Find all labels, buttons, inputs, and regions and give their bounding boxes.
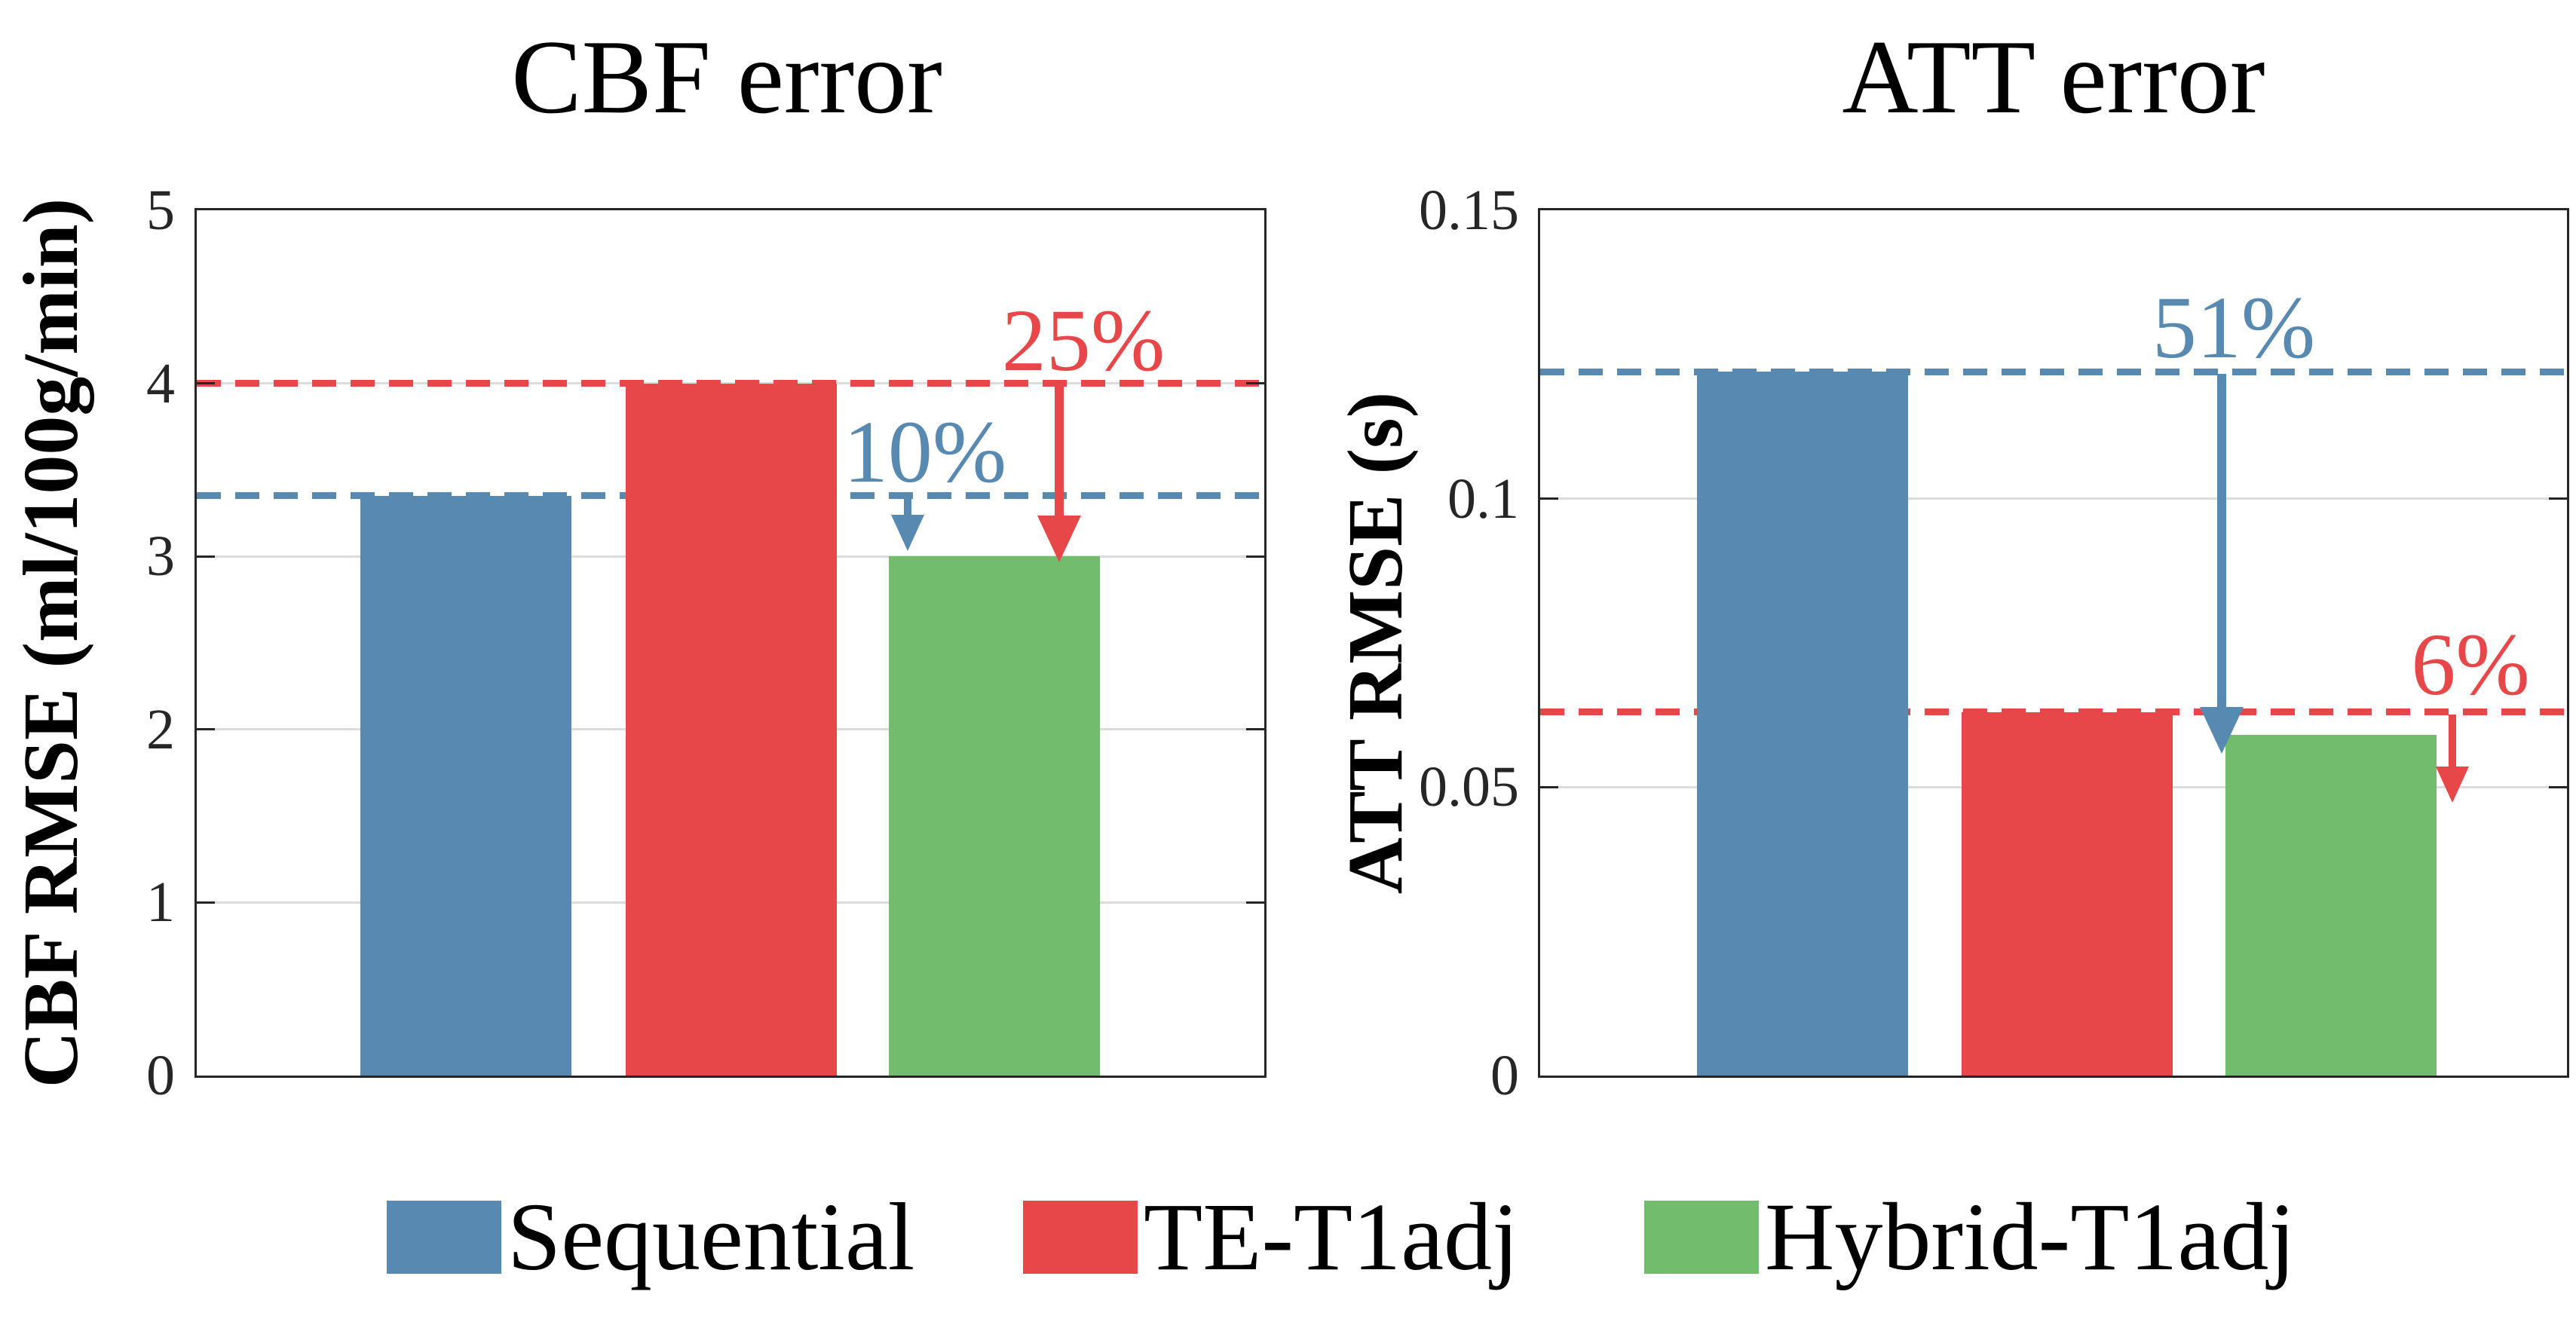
- percent-annotation-51%: 51%: [2152, 278, 2316, 377]
- left-tick-mark-0.1: [1540, 497, 1558, 500]
- y-tick-label-1: 1: [146, 871, 175, 935]
- right-tick-mark-4: [1246, 382, 1264, 385]
- legend-swatch-te-t1adj: [1023, 1200, 1138, 1274]
- legend-swatch-sequential: [387, 1200, 501, 1274]
- percent-annotation-25%: 25%: [1001, 291, 1165, 390]
- legend-item-hybrid-t1adj: Hybrid-T1adj: [1644, 1188, 2296, 1286]
- bar-te-t1adj: [1962, 712, 2173, 1076]
- reduction-arrow-head-blue: [2200, 707, 2244, 754]
- bar-hybrid-t1adj: [2225, 735, 2437, 1076]
- gridline-y-0.1: [1540, 497, 2567, 500]
- y-tick-label-3: 3: [146, 525, 175, 589]
- y-tick-label-0.05: 0.05: [1419, 755, 1519, 819]
- reference-line-blue: [1540, 368, 2567, 375]
- legend-label-te-t1adj: TE-T1adj: [1144, 1183, 1519, 1290]
- right-plot-area: [1538, 208, 2569, 1078]
- left-plot-area: [195, 208, 1267, 1078]
- bar-te-t1adj: [626, 383, 837, 1076]
- y-tick-label-0: 0: [1490, 1044, 1519, 1107]
- y-tick-label-5: 5: [146, 179, 175, 242]
- reduction-arrow-shaft-blue: [904, 497, 911, 515]
- legend-label-sequential: Sequential: [507, 1183, 915, 1290]
- percent-annotation-6%: 6%: [2411, 615, 2530, 714]
- y-tick-label-2: 2: [146, 697, 175, 761]
- left-tick-mark-1: [197, 901, 215, 904]
- reduction-arrow-head-red: [2436, 767, 2469, 803]
- bar-hybrid-t1adj: [889, 556, 1100, 1076]
- left-tick-mark-4: [197, 382, 215, 385]
- right-tick-mark-2: [1246, 728, 1264, 731]
- reduction-arrow-shaft-red: [2449, 714, 2456, 767]
- y-tick-label-4: 4: [146, 351, 175, 415]
- right-tick-mark-1: [1246, 901, 1264, 904]
- legend-item-te-t1adj: TE-T1adj: [1023, 1188, 1519, 1286]
- legend-swatch-hybrid-t1adj: [1644, 1200, 1759, 1274]
- legend-item-sequential: Sequential: [387, 1188, 914, 1286]
- reduction-arrow-shaft-red: [1055, 385, 1064, 516]
- percent-annotation-10%: 10%: [843, 402, 1007, 501]
- left-y-axis-label: CBF RMSE (ml/100g/min): [8, 197, 94, 1088]
- y-tick-label-0: 0: [146, 1044, 175, 1107]
- right-tick-mark-0.1: [2549, 497, 2567, 500]
- right-chart-title: ATT error: [1842, 19, 2265, 136]
- reduction-arrow-shaft-blue: [2217, 374, 2226, 707]
- left-tick-mark-3: [197, 555, 215, 558]
- left-tick-mark-0.05: [1540, 785, 1558, 788]
- left-tick-mark-2: [197, 728, 215, 731]
- y-tick-label-0.1: 0.1: [1447, 467, 1519, 531]
- left-chart-title: CBF error: [511, 19, 942, 136]
- bar-sequential: [1697, 372, 1908, 1076]
- legend-label-hybrid-t1adj: Hybrid-T1adj: [1765, 1183, 2296, 1290]
- bar-sequential: [360, 495, 571, 1076]
- y-tick-label-0.15: 0.15: [1419, 179, 1519, 242]
- reduction-arrow-head-blue: [891, 515, 924, 551]
- reduction-arrow-head-red: [1037, 516, 1081, 562]
- right-y-axis-label: ATT RMSE (s): [1332, 391, 1419, 895]
- right-tick-mark-0.05: [2549, 785, 2567, 788]
- right-tick-mark-3: [1246, 555, 1264, 558]
